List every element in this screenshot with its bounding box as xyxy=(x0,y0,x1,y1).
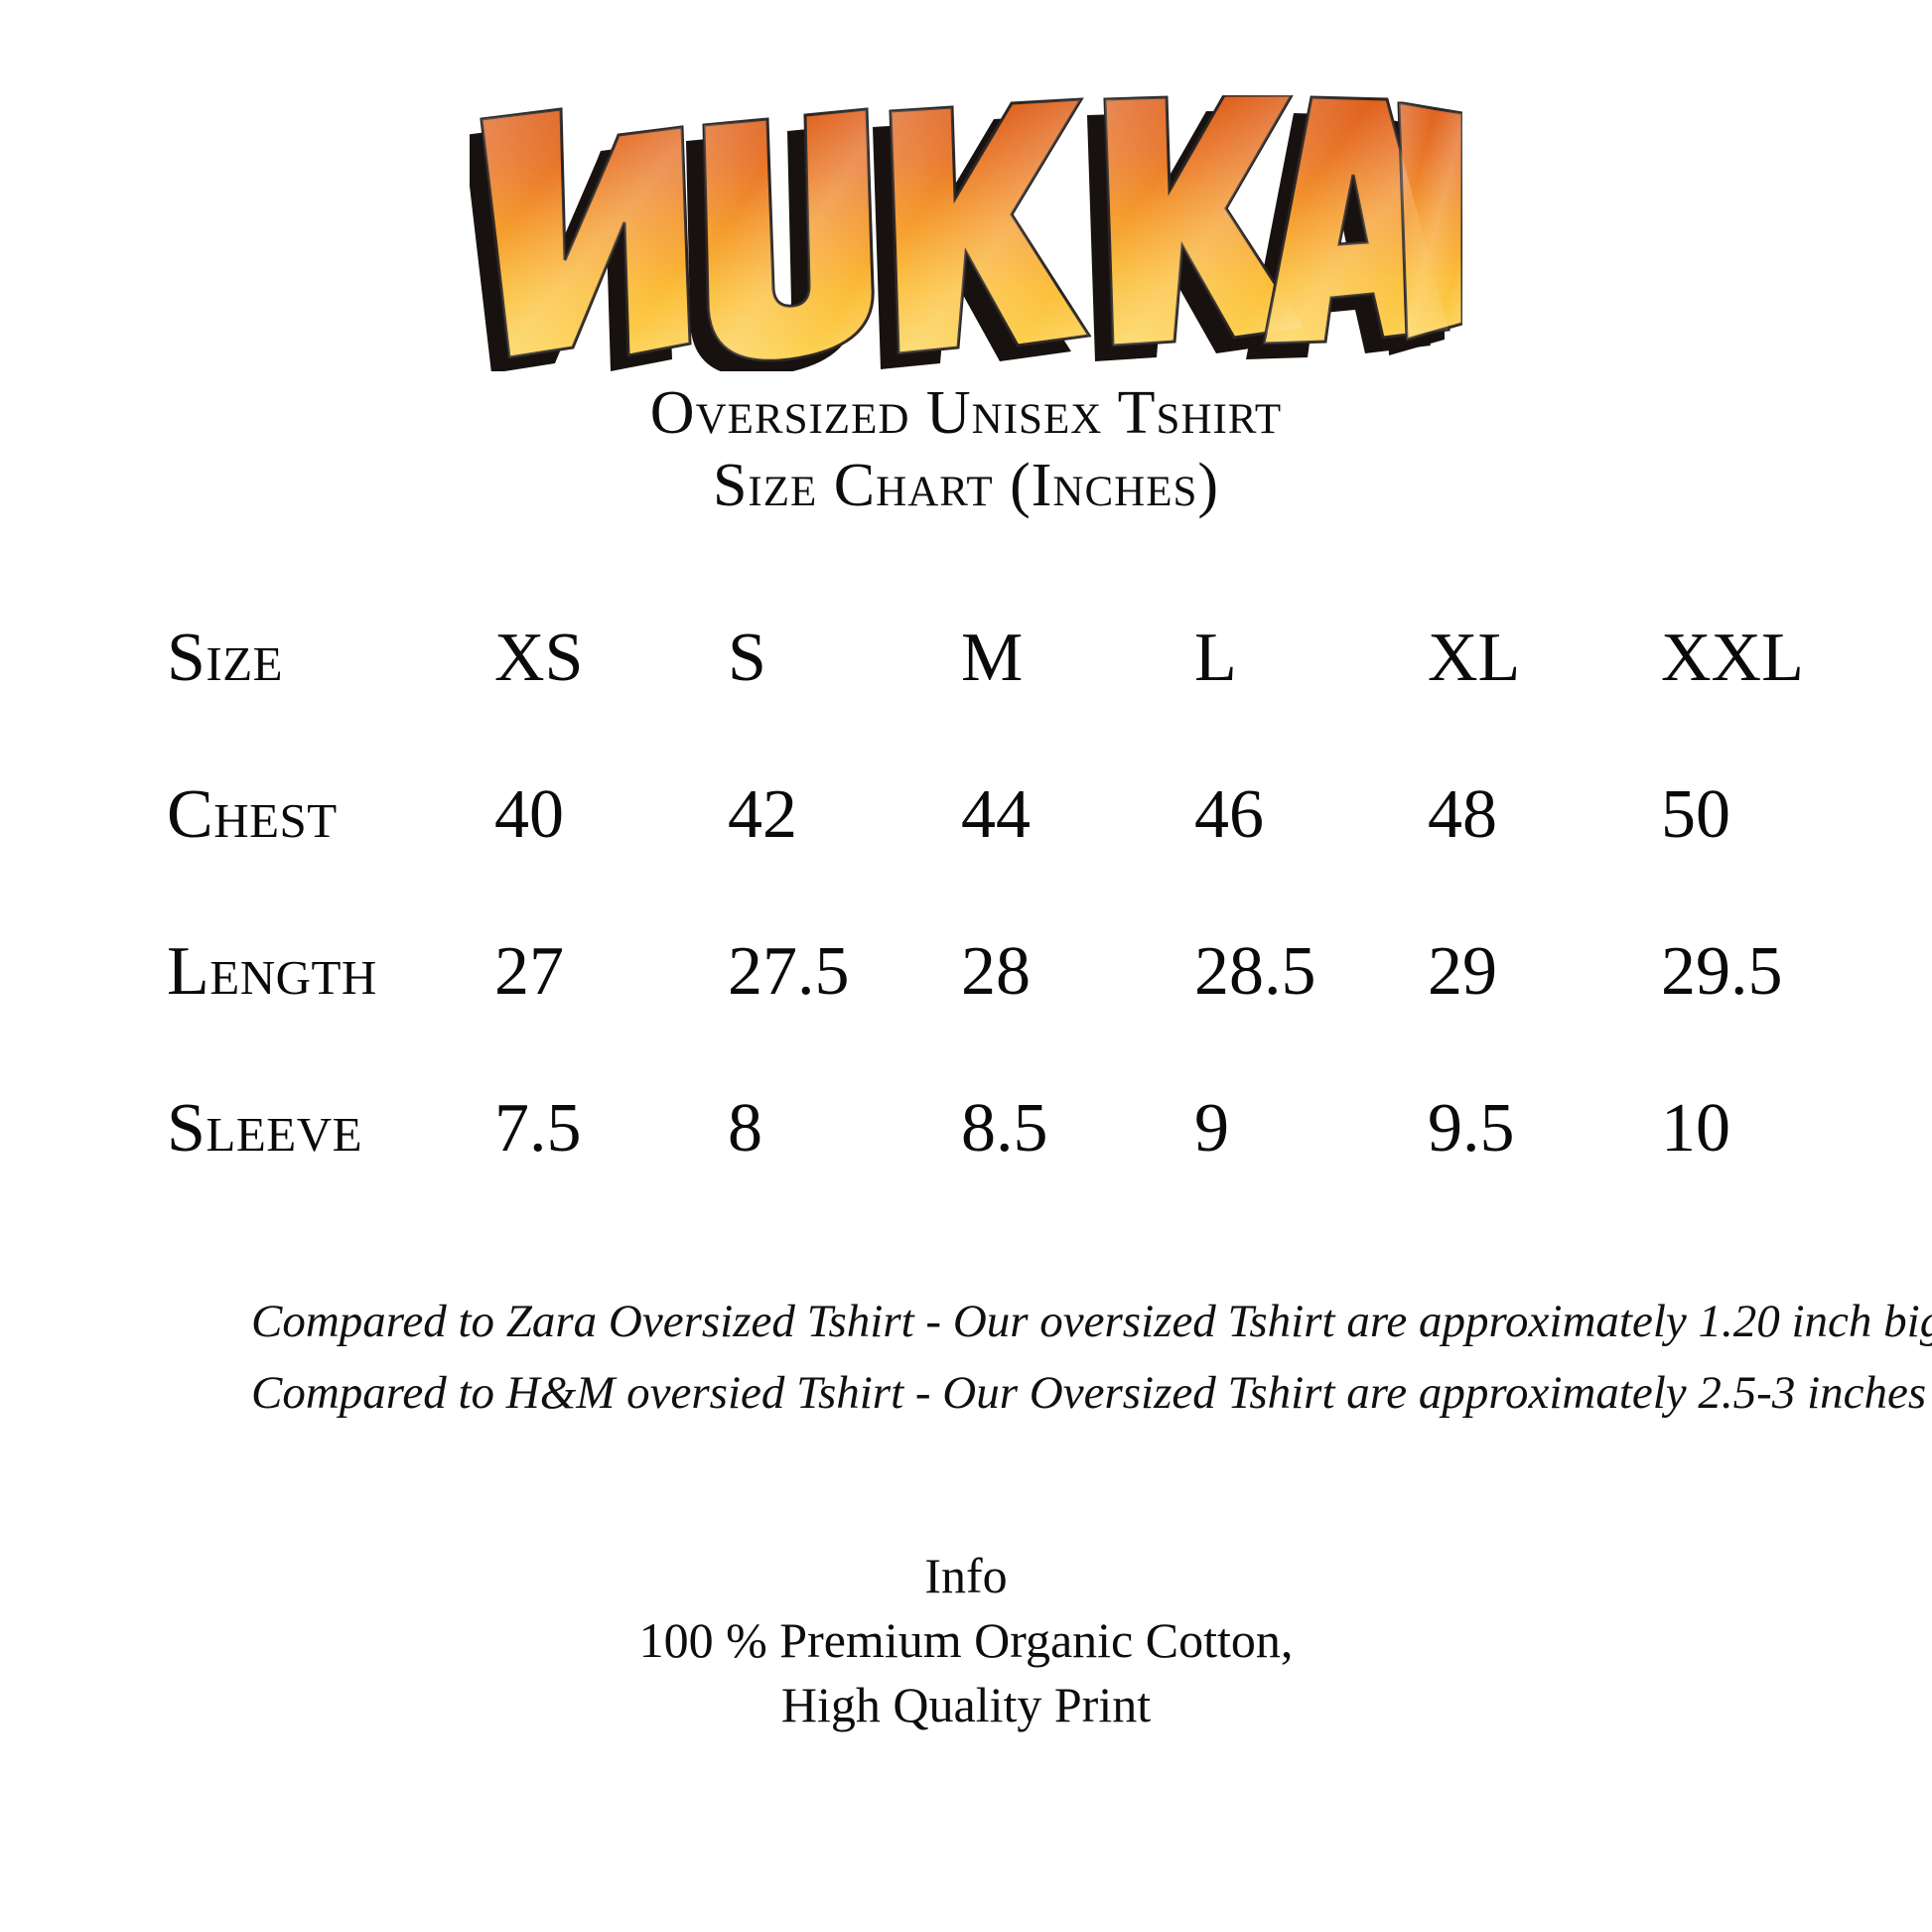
info-block: Info 100 % Premium Organic Cotton, High … xyxy=(639,1544,1294,1737)
table-header-row: Size XS S M L XL XXL xyxy=(38,580,1894,737)
cell-sleeve-xs: 7.5 xyxy=(494,1090,582,1168)
cell-sleeve-m: 8.5 xyxy=(961,1090,1048,1168)
cell-sleeve-xl: 9.5 xyxy=(1428,1090,1515,1168)
cell-chest-xs: 40 xyxy=(494,776,564,854)
cell-length-l: 28.5 xyxy=(1194,933,1316,1011)
header-cell-l: L xyxy=(1194,620,1237,697)
chart-title-block: Oversized Unisex Tshirt Size Chart (Inch… xyxy=(650,377,1282,522)
note-hm: Compared to H&M oversied Tshirt - Our Ov… xyxy=(251,1366,1932,1419)
note-zara: Compared to Zara Oversized Tshirt - Our … xyxy=(251,1296,1932,1348)
header-cell-xxl: XXL xyxy=(1661,620,1804,697)
info-print: High Quality Print xyxy=(780,1677,1152,1733)
cell-chest-s: 42 xyxy=(728,776,797,854)
info-material: 100 % Premium Organic Cotton, xyxy=(638,1612,1294,1669)
cell-length-xs: 27 xyxy=(494,933,564,1011)
header-cell-xs: XS xyxy=(494,620,584,697)
chart-subtitle: Size Chart (Inches) xyxy=(712,452,1220,520)
cell-length-xl: 29 xyxy=(1428,933,1497,1011)
header-cell-s: S xyxy=(728,620,766,697)
cell-chest-l: 46 xyxy=(1194,776,1264,854)
header-cell-xl: XL xyxy=(1428,620,1521,697)
table-row: Sleeve 7.5 8 8.5 9 9.5 10 xyxy=(38,1050,1894,1207)
header-cell-size: Size xyxy=(167,620,284,697)
info-heading: Info xyxy=(924,1548,1008,1604)
product-title: Oversized Unisex Tshirt xyxy=(649,379,1283,447)
row-label-length: Length xyxy=(167,933,377,1011)
table-row: Chest 40 42 44 46 48 50 xyxy=(38,737,1894,894)
cell-sleeve-l: 9 xyxy=(1194,1090,1229,1168)
table-row: Length 27 27.5 28 28.5 29 29.5 xyxy=(38,894,1894,1050)
row-label-sleeve: Sleeve xyxy=(167,1090,363,1168)
brand-logo: NUKKAD xyxy=(470,95,1462,371)
nukkad-logo-icon: NUKKAD xyxy=(470,95,1462,371)
cell-chest-xl: 48 xyxy=(1428,776,1497,854)
logo-highlight xyxy=(482,95,1462,361)
cell-chest-xxl: 50 xyxy=(1661,776,1730,854)
cell-length-xxl: 29.5 xyxy=(1661,933,1783,1011)
header-cell-m: M xyxy=(961,620,1024,697)
cell-sleeve-xxl: 10 xyxy=(1661,1090,1730,1168)
cell-length-s: 27.5 xyxy=(728,933,850,1011)
row-label-chest: Chest xyxy=(167,776,338,854)
size-chart-table: Size XS S M L XL XXL Chest 40 42 44 46 4… xyxy=(38,580,1894,1207)
cell-chest-m: 44 xyxy=(961,776,1031,854)
cell-sleeve-s: 8 xyxy=(728,1090,762,1168)
cell-length-m: 28 xyxy=(961,933,1031,1011)
comparison-notes: Compared to Zara Oversized Tshirt - Our … xyxy=(122,1287,1932,1429)
